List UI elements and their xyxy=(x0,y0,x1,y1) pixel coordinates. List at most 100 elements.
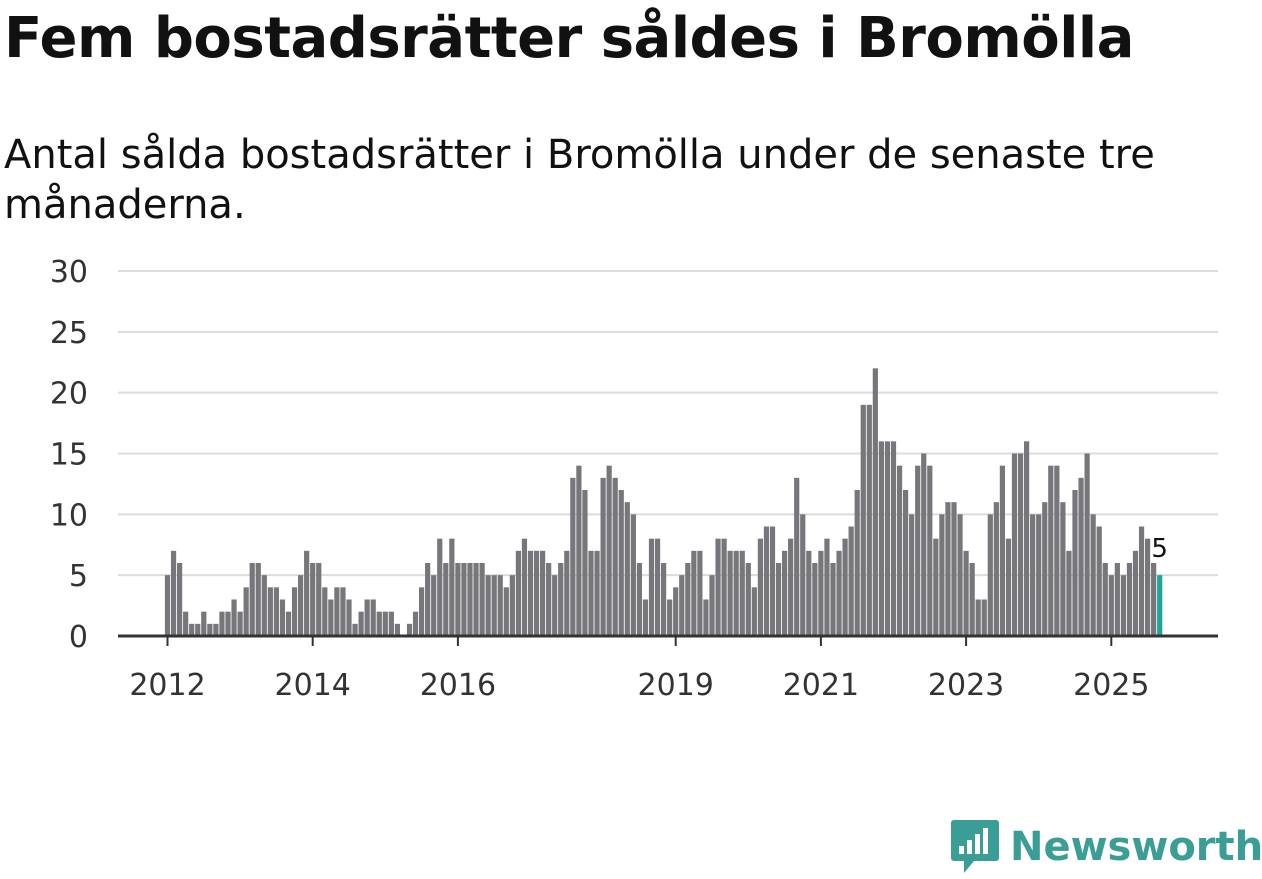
bar xyxy=(419,587,425,636)
bar xyxy=(842,538,848,636)
bar xyxy=(552,575,558,636)
bar xyxy=(1005,538,1012,636)
bar xyxy=(909,514,915,636)
bar xyxy=(751,587,757,636)
bar xyxy=(1078,477,1084,636)
bar xyxy=(1108,575,1114,636)
bar xyxy=(201,611,207,636)
bar xyxy=(376,611,382,636)
bar xyxy=(1114,563,1120,636)
bar xyxy=(709,575,715,636)
bar xyxy=(1072,490,1078,636)
brand-name: Newsworthy xyxy=(1010,824,1262,870)
bar xyxy=(915,465,921,636)
bar xyxy=(382,611,388,636)
bar xyxy=(370,599,376,636)
bar xyxy=(1138,526,1145,636)
chart-subtitle: Antal sålda bostadsrätter i Bromölla und… xyxy=(4,132,1155,228)
bar xyxy=(794,477,800,636)
bar xyxy=(461,563,467,636)
bar xyxy=(225,611,231,636)
bar xyxy=(733,550,739,636)
bar xyxy=(715,538,721,636)
y-tick-label: 30 xyxy=(50,255,88,290)
bar xyxy=(304,550,310,636)
bar xyxy=(606,465,612,636)
x-tick-label: 2012 xyxy=(129,668,205,703)
bar xyxy=(527,550,534,636)
y-tick-label: 10 xyxy=(50,498,88,533)
x-tick-label: 2021 xyxy=(783,668,859,703)
bar xyxy=(600,477,606,636)
bar xyxy=(661,563,667,636)
bar xyxy=(310,563,316,636)
bar xyxy=(207,623,213,636)
bar xyxy=(939,514,945,636)
bar xyxy=(878,441,884,636)
bar xyxy=(285,611,292,636)
bar xyxy=(1084,453,1090,636)
bar xyxy=(1066,550,1072,636)
bar xyxy=(933,538,939,636)
bar xyxy=(927,465,933,636)
x-tick-label: 2019 xyxy=(638,668,714,703)
bar xyxy=(630,514,636,636)
y-tick-label: 25 xyxy=(50,316,88,351)
bar xyxy=(993,502,999,636)
bar xyxy=(697,550,703,636)
bar xyxy=(830,563,836,636)
bar xyxy=(509,575,515,636)
bar xyxy=(679,575,685,636)
bar xyxy=(691,550,697,636)
bar xyxy=(1060,502,1066,636)
bar xyxy=(564,550,570,636)
bar xyxy=(546,563,552,636)
bar xyxy=(195,623,201,636)
bar xyxy=(515,550,521,636)
y-tick-label: 20 xyxy=(50,377,88,412)
bar xyxy=(570,477,576,636)
bar xyxy=(775,563,782,636)
bar xyxy=(1120,575,1126,636)
bar xyxy=(624,502,630,636)
x-tick-label: 2023 xyxy=(928,668,1004,703)
bar xyxy=(763,526,770,636)
latest-value-label: 5 xyxy=(1151,534,1168,564)
annotations: 5 xyxy=(1148,531,1171,567)
bar xyxy=(836,550,842,636)
bar xyxy=(739,550,745,636)
bar xyxy=(1102,563,1108,636)
bar xyxy=(485,575,491,636)
bar xyxy=(999,465,1005,636)
bar xyxy=(183,611,189,636)
x-tick-label: 2016 xyxy=(420,668,496,703)
bar xyxy=(449,538,455,636)
bar xyxy=(406,623,413,636)
bar xyxy=(806,550,812,636)
bar xyxy=(921,453,927,636)
bar xyxy=(872,368,878,636)
x-tick-label: 2025 xyxy=(1073,668,1149,703)
bar xyxy=(769,526,776,636)
bar xyxy=(588,550,594,636)
bar xyxy=(618,490,624,636)
bar xyxy=(854,490,860,636)
bar xyxy=(273,587,279,636)
bar xyxy=(358,611,364,636)
bar-series xyxy=(164,368,1163,636)
bar xyxy=(1042,502,1048,636)
bar xyxy=(177,563,183,636)
bar xyxy=(334,587,340,636)
bar xyxy=(249,563,255,636)
bar xyxy=(721,538,727,636)
bar xyxy=(298,575,304,636)
x-axis: 2012 2014 2016 2019 2021 2023 2025 xyxy=(118,634,1218,703)
bar xyxy=(1096,526,1102,636)
bar xyxy=(1126,563,1133,636)
bar xyxy=(533,550,540,636)
bar xyxy=(346,599,352,636)
bar xyxy=(1145,538,1151,636)
y-tick-label: 15 xyxy=(50,438,88,473)
bar xyxy=(727,550,733,636)
